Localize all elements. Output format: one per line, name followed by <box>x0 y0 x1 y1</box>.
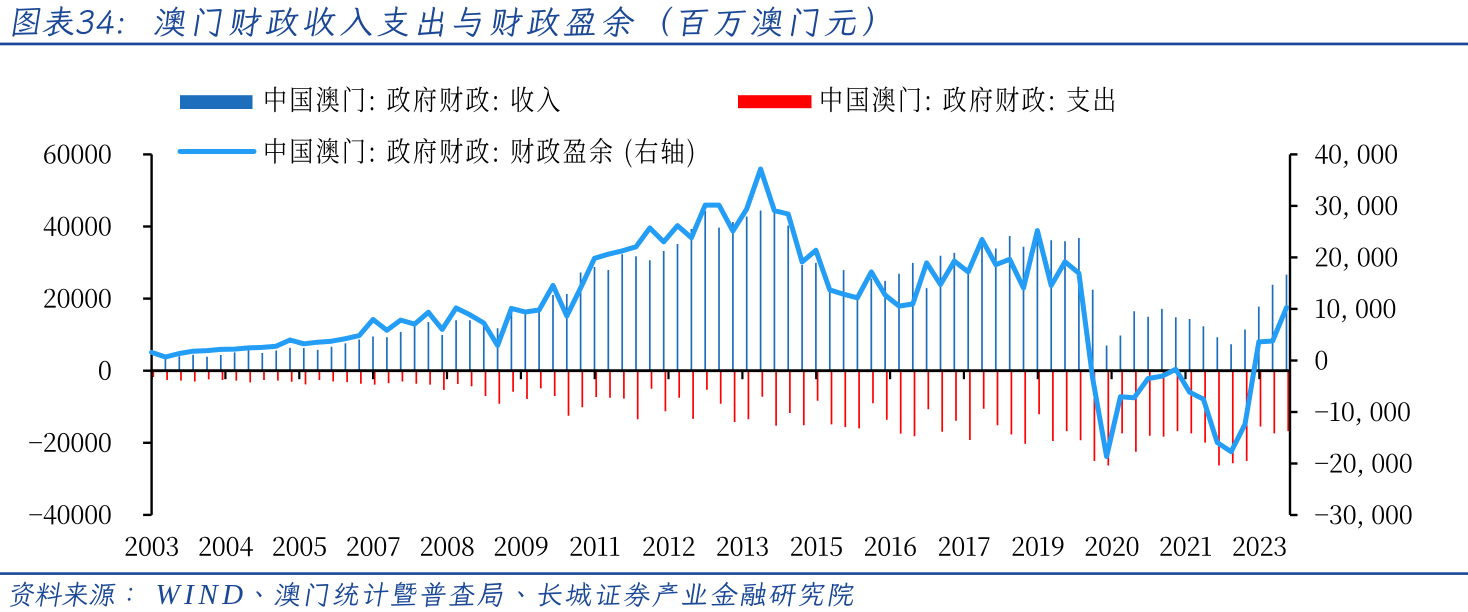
svg-text:WIND: WIND <box>156 579 248 611</box>
